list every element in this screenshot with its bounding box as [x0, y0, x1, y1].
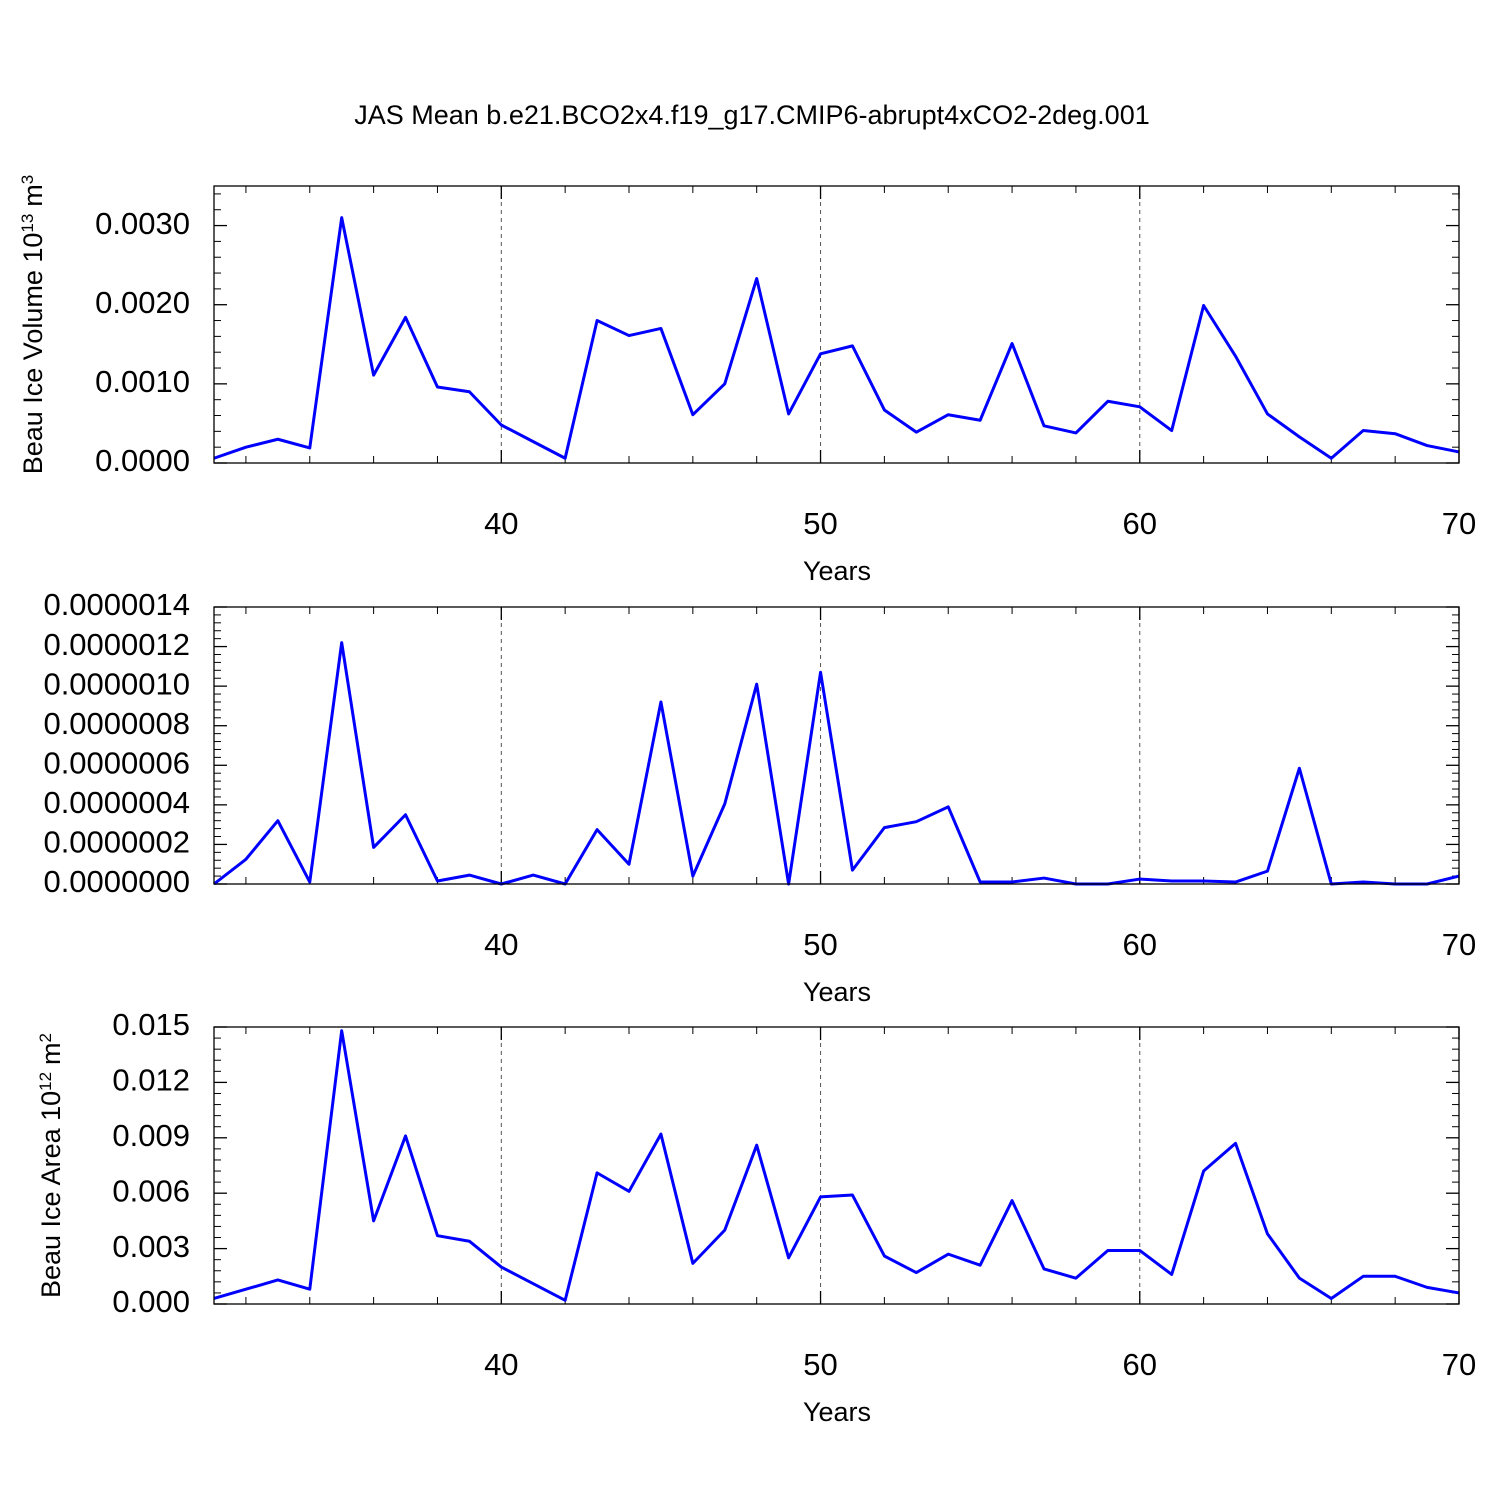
data-line	[213, 641, 1460, 886]
y-tick-label: 0.0000	[95, 443, 190, 478]
y-axis-title-exponent: 13	[18, 214, 37, 233]
y-tick-label: 0.009	[112, 1118, 190, 1153]
x-tick-label: 70	[1442, 1347, 1476, 1382]
x-axis-title: Years	[803, 556, 871, 586]
x-tick-label: 40	[484, 927, 518, 962]
chart-title: JAS Mean b.e21.BCO2x4.f19_g17.CMIP6-abru…	[354, 100, 1149, 130]
x-tick-label: 60	[1123, 1347, 1157, 1382]
y-tick-label: 0.000	[112, 1284, 190, 1319]
y-tick-label: 0.0000000	[43, 864, 190, 899]
y-tick-label: 0.0010	[95, 364, 190, 399]
x-tick-label: 50	[803, 506, 837, 541]
x-axis-title: Years	[803, 1397, 871, 1427]
y-tick-label: 0.0000008	[43, 706, 190, 741]
y-tick-label: 0.0000010	[43, 666, 190, 701]
y-tick-label: 0.015	[112, 1007, 190, 1042]
plot-frame	[213, 185, 1460, 464]
y-axis-title: Beau Ice Volume 1013 m3	[18, 175, 49, 475]
y-tick-label: 0.0000002	[43, 825, 190, 860]
y-axis-title-part: Beau Ice Volume 10	[18, 233, 48, 475]
plot-frame	[213, 1026, 1460, 1305]
y-axis-title-part: m	[36, 1042, 66, 1065]
y-axis-title-part: m	[18, 184, 48, 207]
data-line	[213, 216, 1460, 460]
y-axis-title-exponent: 3	[18, 175, 37, 184]
y-tick-label: 0.0000004	[43, 785, 190, 820]
y-tick-label: 0.012	[112, 1063, 190, 1098]
y-axis-title-exponent: 2	[36, 1033, 55, 1042]
x-tick-label: 50	[803, 927, 837, 962]
x-tick-label: 50	[803, 1347, 837, 1382]
y-tick-label: 0.0030	[95, 206, 190, 241]
y-tick-label: 0.0000012	[43, 627, 190, 662]
x-tick-label: 60	[1123, 506, 1157, 541]
x-tick-label: 40	[484, 506, 518, 541]
y-tick-label: 0.0000014	[43, 587, 190, 622]
y-tick-label: 0.0020	[95, 285, 190, 320]
x-tick-label: 70	[1442, 927, 1476, 962]
y-tick-label: 0.0000006	[43, 745, 190, 780]
y-tick-label: 0.003	[112, 1229, 190, 1264]
y-axis-title: Beau Ice Area 1012 m2	[36, 1033, 67, 1298]
y-tick-label: 0.006	[112, 1173, 190, 1208]
plot-frame	[213, 606, 1460, 885]
y-axis-title-part: Beau Ice Area 10	[36, 1091, 66, 1298]
data-line	[213, 1029, 1460, 1302]
x-tick-label: 70	[1442, 506, 1476, 541]
x-tick-label: 40	[484, 1347, 518, 1382]
x-tick-label: 60	[1123, 927, 1157, 962]
y-axis-title-exponent: 12	[36, 1072, 55, 1091]
x-axis-title: Years	[803, 977, 871, 1007]
